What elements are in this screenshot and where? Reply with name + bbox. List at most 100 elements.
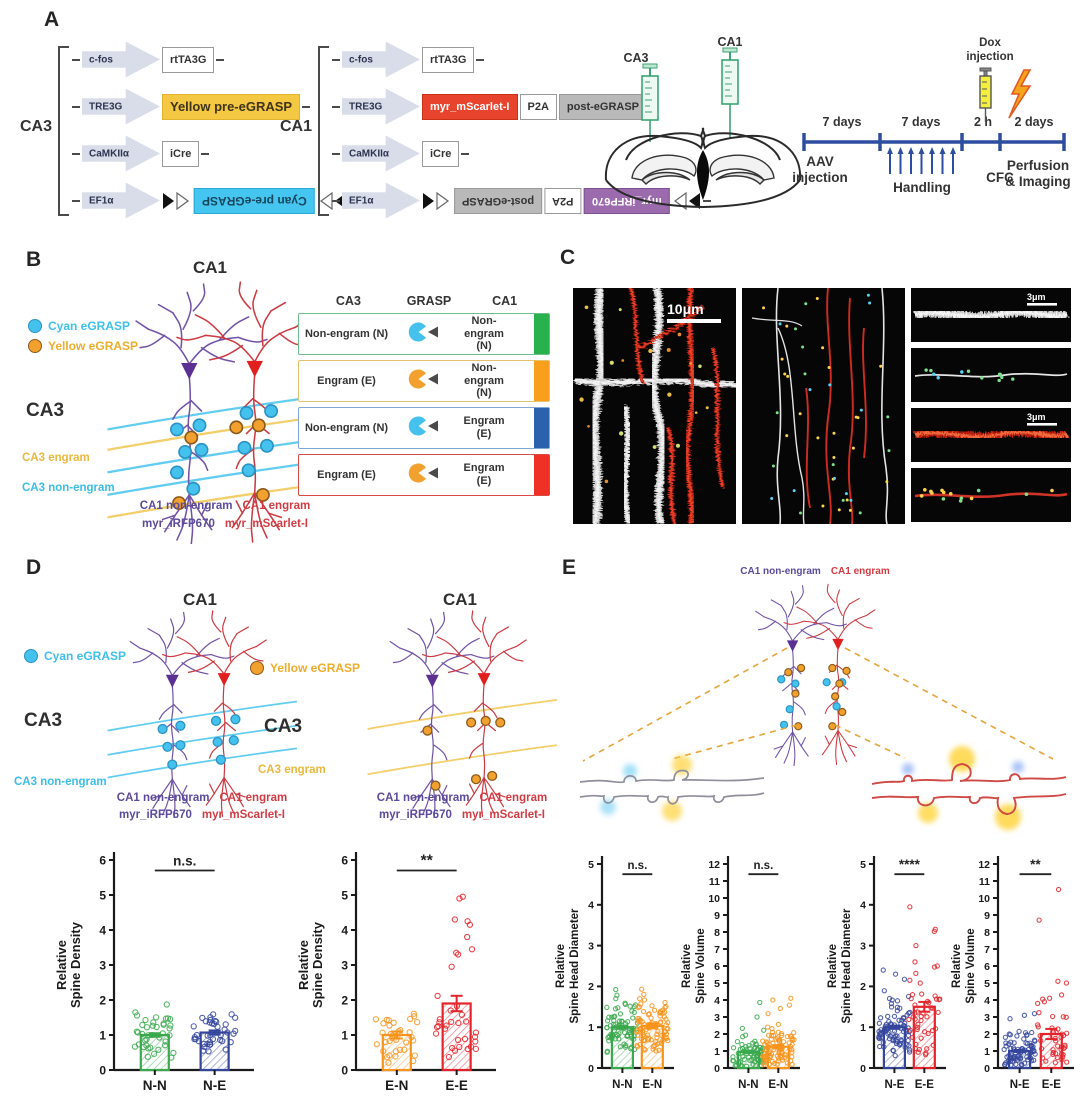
egrasp-puncta-dot xyxy=(831,692,840,701)
scatter-point xyxy=(732,1063,738,1069)
egrasp-puncta-dot xyxy=(791,689,800,698)
grasp-pacman-icon xyxy=(394,414,454,443)
y-tick-label: 0 xyxy=(341,1063,348,1077)
scatter-point xyxy=(435,1022,442,1030)
scatter-point xyxy=(892,1052,898,1059)
scatter-point xyxy=(609,1032,615,1038)
scatter-point xyxy=(747,1057,753,1063)
scatter-point xyxy=(1035,1024,1041,1030)
scatter-point xyxy=(163,1001,170,1008)
scatter-point xyxy=(790,1030,797,1036)
egrasp-puncta-dot xyxy=(212,736,223,748)
scatter-point xyxy=(736,1061,742,1067)
scatter-point xyxy=(1007,1016,1013,1022)
egrasp-puncta-dot xyxy=(487,770,498,782)
egrasp-puncta-dot xyxy=(162,741,173,752)
scatter-point xyxy=(1054,1054,1060,1061)
ca3-bracket xyxy=(58,46,69,216)
panel-d-left-legend: Cyan eGRASP xyxy=(24,646,126,666)
panel-d-label: D xyxy=(26,556,42,579)
scatter-point xyxy=(915,1021,921,1027)
neuron-drawing xyxy=(129,611,235,818)
scatter-point xyxy=(926,999,932,1006)
construct-row-EF1α: EF1α post-eGRASP P2A myr_iRFP670 xyxy=(332,177,712,224)
gene-box: P2A xyxy=(544,187,582,214)
scatter-point xyxy=(884,1024,891,1030)
scatter-point xyxy=(1043,1058,1049,1064)
y-axis-label: Relative xyxy=(827,944,839,988)
scatter-point xyxy=(730,1045,737,1051)
egrasp-puncta-dot xyxy=(422,725,433,736)
scatter-point xyxy=(389,1034,396,1042)
scatter-point xyxy=(403,1039,410,1046)
scatter-point xyxy=(730,1054,736,1060)
timeline-segment-label: 7 days xyxy=(823,115,862,129)
scatter-point xyxy=(472,1029,480,1036)
scatter-point xyxy=(167,1022,174,1029)
scatter-point xyxy=(641,1037,648,1044)
scatter-point xyxy=(373,1041,380,1048)
scatter-point xyxy=(654,1034,660,1041)
legend-cyan-egrasp: Cyan eGRASP xyxy=(44,649,127,663)
scatter-point xyxy=(1052,1059,1059,1066)
scatter-point xyxy=(205,1048,212,1055)
loxp-triangles-left-icon xyxy=(674,191,701,210)
y-tick-label: 2 xyxy=(860,981,866,993)
row-color-strip xyxy=(534,455,549,495)
scatter-point xyxy=(768,1051,775,1057)
scatter-point xyxy=(161,1042,169,1049)
scatter-point xyxy=(880,967,886,973)
scatter-point xyxy=(775,1021,782,1028)
gene-box: Yellow pre-eGRASP xyxy=(162,93,301,120)
zoom-dashed-line xyxy=(834,724,906,759)
scatter-point xyxy=(401,1046,408,1053)
scatter-point xyxy=(768,1033,775,1039)
yellow-egrasp-dot-icon xyxy=(250,661,264,675)
ca1-bracket xyxy=(318,46,329,216)
scatter-point xyxy=(1006,1041,1012,1047)
scatter-point xyxy=(166,1025,173,1032)
y-tick-label: 12 xyxy=(708,859,720,871)
scatter-point xyxy=(768,1036,775,1042)
scatter-point xyxy=(222,1021,229,1028)
scatter-point xyxy=(662,999,668,1006)
scatter-point xyxy=(441,1025,449,1032)
scatter-point xyxy=(1001,1046,1007,1053)
scatter-point xyxy=(754,1056,760,1063)
chart-e1: 0 1 2 3 4 5 N-N E-N n.s. Relative Spine Head Diame… xyxy=(554,838,676,1102)
scatter-point xyxy=(409,1037,417,1044)
y-tick-label: 4 xyxy=(984,995,990,1007)
x-category-label: N-N xyxy=(143,1078,167,1093)
scatter-point xyxy=(397,1027,404,1034)
scatter-point xyxy=(909,1034,916,1041)
scatter-point xyxy=(1031,1047,1037,1054)
scatter-point xyxy=(614,1031,620,1038)
construct-row-TRE3G: TRE3G myr_mScarlet-I P2A post-eGRASP xyxy=(332,83,711,130)
gene-box: myr_mScarlet-I xyxy=(422,93,518,120)
timeline-segment-label: 2 h xyxy=(974,115,992,129)
y-tick-label: 5 xyxy=(984,978,990,990)
panel-a-label: A xyxy=(44,8,60,31)
scatter-point xyxy=(877,1043,883,1050)
promoter-arrow-icon: c-fos xyxy=(82,41,160,78)
dna-dash xyxy=(703,199,712,202)
scatter-point xyxy=(219,1037,226,1045)
scatter-point xyxy=(765,1045,771,1051)
scatter-point xyxy=(764,1024,771,1030)
scatter-point xyxy=(191,1035,198,1043)
ca1-engram-label: CA1 engram xyxy=(242,500,311,512)
grasp-pacman-icon xyxy=(394,461,454,490)
grasp-table-header-cell: CA3 xyxy=(335,294,361,308)
scatter-point xyxy=(881,1044,887,1050)
scatter-point xyxy=(221,1026,228,1033)
scatter-point xyxy=(149,1022,156,1029)
scatter-point xyxy=(166,1032,173,1039)
grasp-table-row: Non-engram (N) Engram (E) xyxy=(298,407,550,449)
scatter-point xyxy=(464,933,471,941)
scatter-point xyxy=(1049,1013,1056,1020)
y-tick-label: 2 xyxy=(588,981,594,993)
scatter-point xyxy=(1031,1037,1038,1043)
legend-yellow-egrasp: Yellow eGRASP xyxy=(270,661,361,675)
